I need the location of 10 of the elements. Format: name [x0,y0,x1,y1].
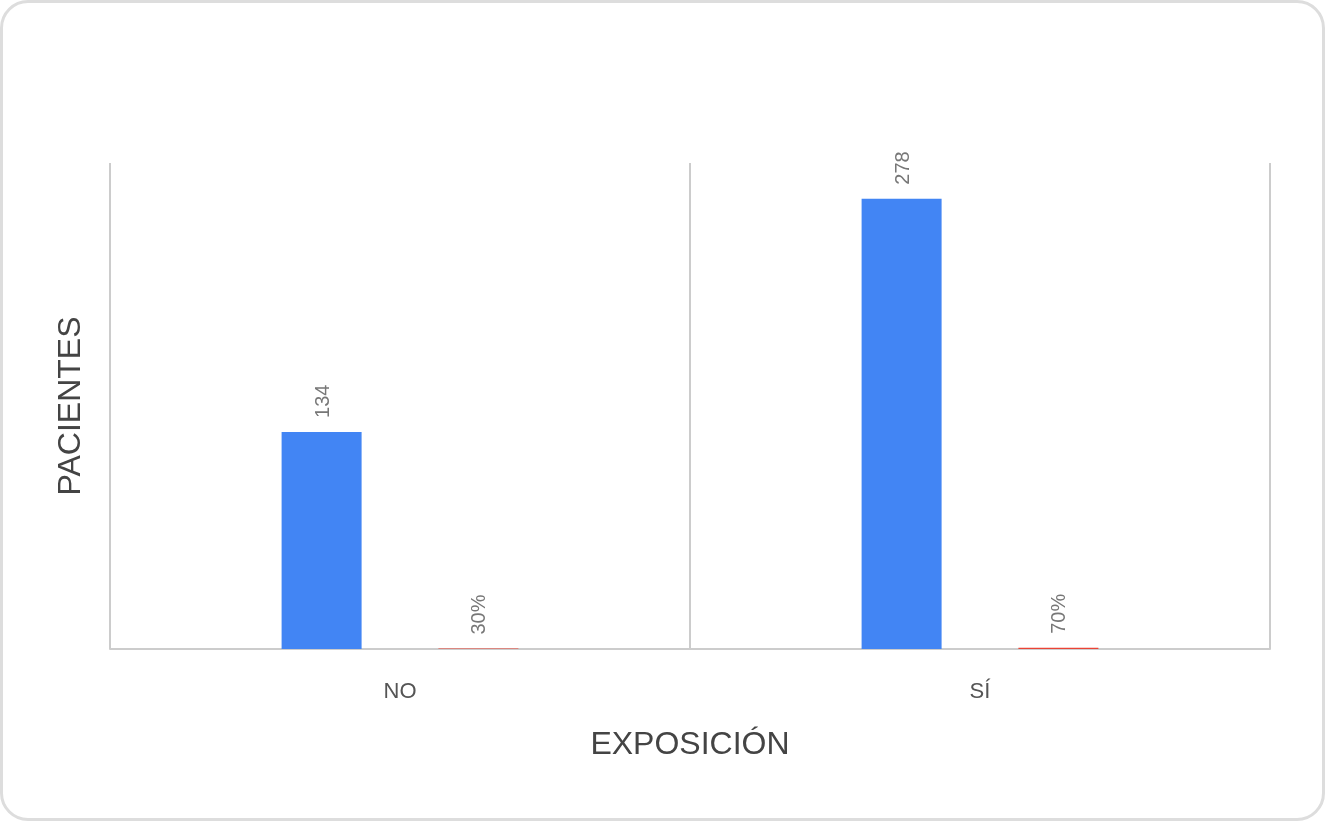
x-tick-label: SÍ [969,677,992,703]
x-tick-label: NO [383,677,417,703]
y-axis-title: PACIENTES [51,316,87,496]
bar [861,198,942,649]
data-label: 70% [1047,593,1070,634]
data-label: 30% [467,594,490,635]
data-label: 134 [310,384,333,418]
data-label: 278 [890,151,913,185]
bar [281,431,362,649]
x-axis-title: EXPOSICIÓN [590,725,790,761]
